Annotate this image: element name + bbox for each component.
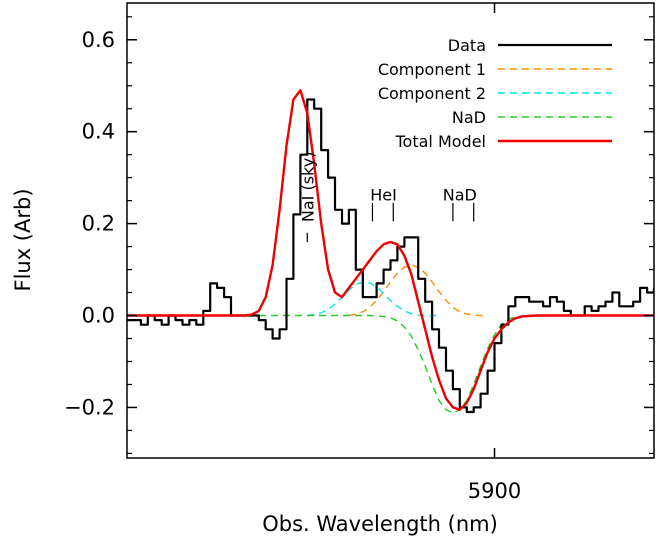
annotation-label: NaD — [443, 186, 477, 205]
annotation-label: HeI — [370, 186, 397, 205]
y-axis-title: Flux (Arb) — [11, 188, 35, 291]
y-tick-label: 0.0 — [82, 304, 115, 328]
series-total-model — [127, 89, 654, 411]
x-tick-label: 5900 — [468, 479, 521, 503]
series-layer — [127, 89, 654, 414]
legend: Data Component 1 Component 2 NaD Total Model — [378, 36, 612, 151]
legend-label: Data — [448, 36, 486, 55]
legend-label: NaD — [452, 108, 486, 127]
y-tick-label: 0.4 — [82, 120, 115, 144]
annotation-layer: NaI (sky) HeI NaD — [298, 152, 477, 242]
legend-label: Component 2 — [378, 84, 486, 103]
plot-frame — [126, 2, 655, 459]
series-component-2 — [307, 281, 439, 317]
y-tick-label: −0.2 — [64, 395, 115, 419]
series-data — [127, 98, 654, 414]
y-tick-label: 0.6 — [82, 28, 115, 52]
y-tick-label: 0.2 — [82, 212, 115, 236]
series-nad — [127, 314, 654, 414]
legend-label: Component 1 — [378, 60, 486, 79]
x-axis-title: Obs. Wavelength (nm) — [262, 512, 498, 536]
annotation-label: NaI (sky) — [298, 152, 317, 223]
legend-label: Total Model — [395, 132, 487, 151]
axes-layer: −0.2 0.0 0.2 0.4 0.6 5900 — [64, 3, 654, 503]
